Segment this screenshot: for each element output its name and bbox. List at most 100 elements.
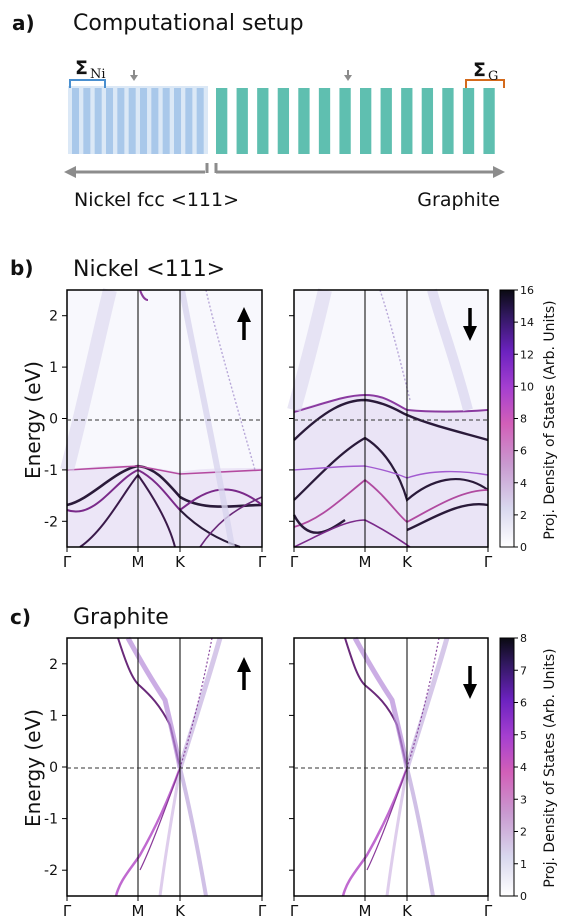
y-tick-label: 0 bbox=[49, 412, 58, 428]
panel-a: a) Computational setup Σ Ni Σ G bbox=[12, 11, 505, 211]
colorbar-tick-label: 10 bbox=[520, 380, 534, 393]
colorbar-tick-label: 6 bbox=[520, 445, 527, 458]
graphite-down-band-upper-4 bbox=[406, 637, 440, 769]
graphite-layer bbox=[318, 88, 331, 154]
graphite-layer bbox=[462, 88, 475, 154]
panel-b-ylabel: Energy (eV) bbox=[21, 361, 45, 479]
x-tick-label: Γ bbox=[290, 902, 299, 920]
nickel-extent-arrow bbox=[64, 163, 209, 178]
nickel-layer bbox=[140, 88, 148, 154]
panel-c-colorbar-label: Proj. Density of States (Arb. Units) bbox=[542, 648, 558, 887]
y-tick-label: -1 bbox=[44, 463, 58, 479]
sigma-g-symbol: Σ bbox=[473, 59, 486, 81]
panel-a-title: Computational setup bbox=[73, 11, 304, 36]
y-tick-label: -2 bbox=[44, 863, 58, 879]
panel-b-colorbar-ticks: 0 2 4 6 8 10 12 14 16 bbox=[514, 284, 534, 554]
panel-b-title: Nickel <111> bbox=[73, 257, 225, 282]
spin-up-arrow bbox=[237, 657, 251, 690]
nickel-down-band-6 bbox=[406, 503, 489, 532]
sigma-g-bracket bbox=[465, 79, 505, 88]
x-tick-label: Γ bbox=[258, 553, 267, 571]
graphite-label: Graphite bbox=[417, 189, 500, 211]
x-tick-label: Γ bbox=[63, 902, 72, 920]
nickel-layer bbox=[185, 88, 193, 154]
x-tick-label: K bbox=[402, 553, 413, 571]
nickel-layer bbox=[174, 88, 182, 154]
panel-c-axes: 2 1 0 -1 -2 Γ Γ M M K K Γ Γ bbox=[44, 657, 493, 920]
graphite-layer bbox=[483, 88, 495, 154]
sigma-ni-bracket bbox=[69, 79, 106, 88]
graphite-layer bbox=[421, 88, 434, 154]
plot-b-spin-down bbox=[287, 288, 489, 548]
panel-b-axes: 2 1 0 -1 -2 Γ Γ M M K K Γ Γ bbox=[44, 309, 493, 571]
y-tick-label: 2 bbox=[49, 309, 58, 325]
nickel-up-steep-3 bbox=[139, 289, 149, 301]
graphite-layer bbox=[216, 88, 228, 154]
nickel-label: Nickel fcc <111> bbox=[74, 189, 239, 211]
nickel-down-steep-2 bbox=[427, 288, 473, 412]
nickel-down-band-7 bbox=[293, 465, 489, 479]
nickel-layer bbox=[128, 88, 136, 154]
x-tick-label: M bbox=[359, 902, 372, 920]
sigma-ni-symbol: Σ bbox=[75, 57, 88, 79]
x-tick-label: K bbox=[175, 553, 186, 571]
nickel-down-band-5 bbox=[292, 514, 346, 534]
graphite-up-band-lower-2 bbox=[178, 767, 208, 897]
colorbar-tick-label: 1 bbox=[520, 858, 527, 871]
graphite-up-band-upper-2 bbox=[125, 636, 183, 769]
x-tick-label: M bbox=[132, 902, 145, 920]
graphite-layer bbox=[360, 88, 372, 154]
sigma-ni-sub: Ni bbox=[90, 67, 106, 82]
graphite-layer bbox=[442, 88, 454, 154]
graphite-down-band-upper-2 bbox=[352, 636, 410, 769]
graphite-layer bbox=[380, 88, 392, 154]
panel-c-title: Graphite bbox=[73, 605, 169, 630]
x-tick-label: K bbox=[175, 902, 186, 920]
x-tick-label: Γ bbox=[258, 902, 267, 920]
graphite-down-band-lower-2 bbox=[405, 767, 435, 897]
colorbar-tick-label: 2 bbox=[520, 826, 527, 839]
nickel-down-steep-1 bbox=[287, 288, 332, 412]
x-tick-label: M bbox=[132, 553, 145, 571]
colorbar-tick-label: 2 bbox=[520, 509, 527, 522]
colorbar-tick-label: 8 bbox=[520, 413, 527, 426]
plot-b-spin-up bbox=[60, 288, 263, 548]
nickel-layers bbox=[72, 88, 204, 154]
colorbar-tick-label: 14 bbox=[520, 316, 534, 329]
nickel-layer bbox=[162, 88, 170, 154]
nickel-layer bbox=[117, 88, 125, 154]
colorbar-tick-label: 7 bbox=[520, 664, 527, 677]
panel-b-colorbar bbox=[499, 289, 515, 548]
nickel-layer bbox=[94, 88, 102, 154]
graphite-layer bbox=[298, 88, 310, 154]
graphite-layers bbox=[216, 88, 495, 154]
graphite-down-band-lower-3 bbox=[385, 767, 409, 897]
graphite-down-band-lower-4 bbox=[366, 767, 408, 871]
y-tick-label: -2 bbox=[44, 514, 58, 530]
panel-b: b) Nickel <111> Energy (eV) bbox=[10, 256, 558, 571]
nickel-layer bbox=[151, 88, 159, 154]
graphite-up-band-upper-4 bbox=[179, 637, 213, 769]
x-tick-label: K bbox=[402, 902, 413, 920]
nickel-down-band-4 bbox=[293, 478, 489, 528]
panel-c: c) Graphite Energy (eV) bbox=[10, 605, 558, 920]
colorbar-tick-label: 6 bbox=[520, 697, 527, 710]
graphite-layer bbox=[257, 88, 269, 154]
y-tick-label: -1 bbox=[44, 812, 58, 828]
nickel-down-band-2 bbox=[293, 398, 489, 442]
colorbar-tick-label: 4 bbox=[520, 477, 527, 490]
graphite-layer bbox=[339, 88, 351, 154]
colorbar-tick-label: 8 bbox=[520, 632, 527, 645]
colorbar-tick-label: 4 bbox=[520, 761, 527, 774]
nickel-up-steep-2 bbox=[60, 288, 117, 472]
graphite-up-band-lower-3 bbox=[158, 767, 182, 897]
nickel-region-shade bbox=[68, 86, 208, 154]
colorbar-tick-label: 0 bbox=[520, 541, 527, 554]
panel-c-tag: c) bbox=[10, 605, 31, 629]
graphite-layer bbox=[277, 88, 290, 154]
nickel-down-band-envelope bbox=[294, 394, 488, 547]
panel-a-tag: a) bbox=[12, 11, 35, 35]
colorbar-tick-label: 0 bbox=[520, 890, 527, 903]
colorbar-tick-label: 5 bbox=[520, 729, 527, 742]
